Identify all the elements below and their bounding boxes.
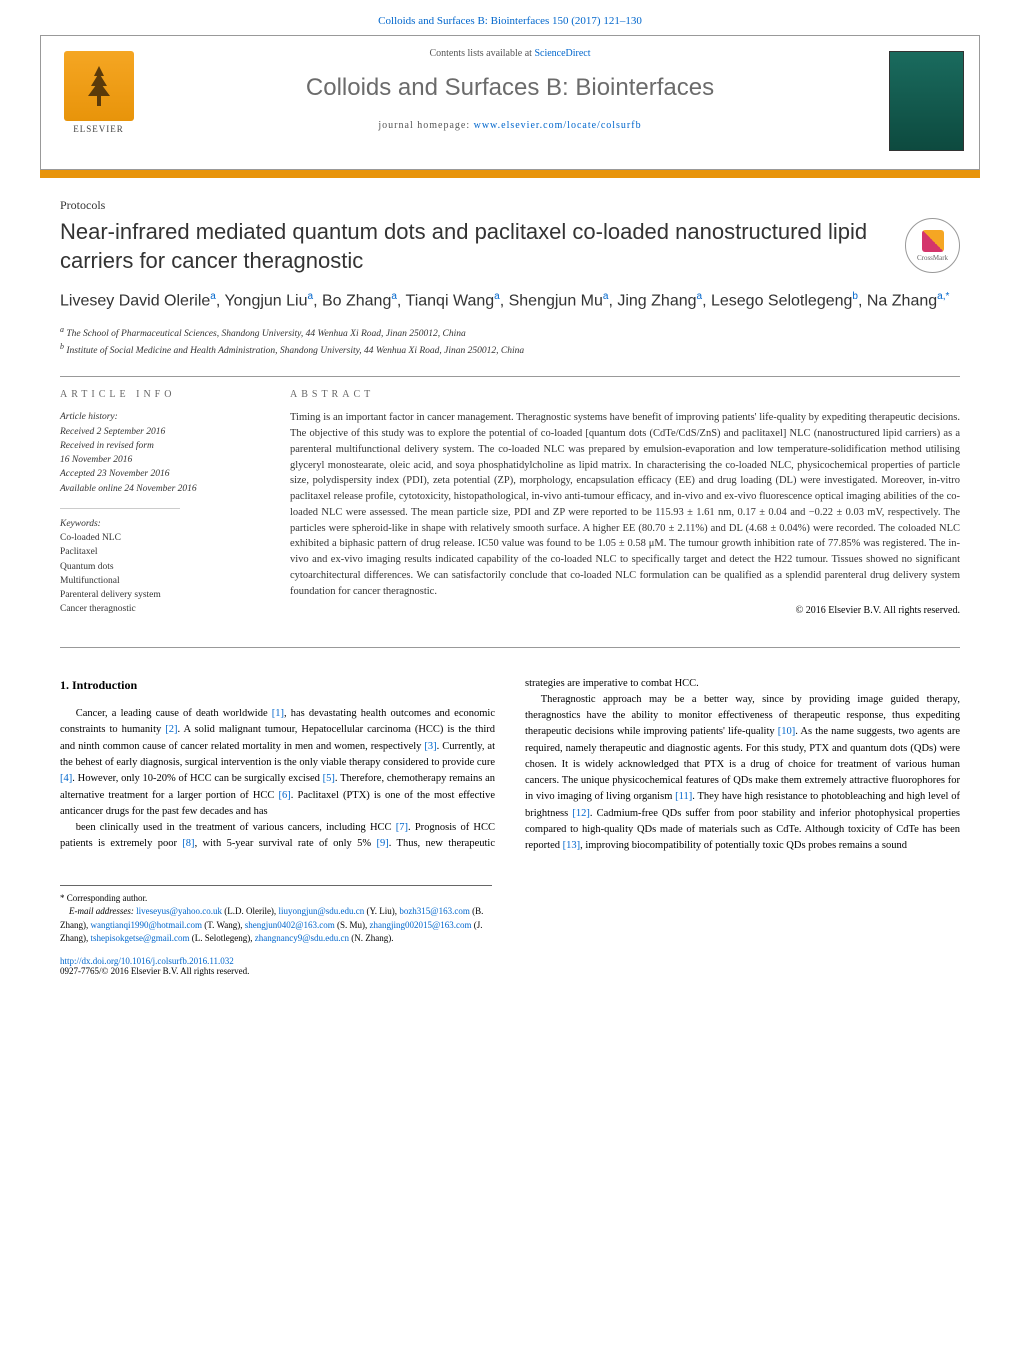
journal-citation-header: Colloids and Surfaces B: Biointerfaces 1…	[0, 0, 1020, 35]
section-heading: 1. Introduction	[60, 676, 495, 695]
email-link[interactable]: shengjun0402@163.com	[245, 920, 335, 930]
section-divider	[60, 376, 960, 377]
crossmark-icon	[922, 230, 944, 252]
abstract-label: ABSTRACT	[290, 389, 960, 400]
citation-ref[interactable]: [2]	[165, 724, 177, 735]
doi-link[interactable]: http://dx.doi.org/10.1016/j.colsurfb.201…	[60, 956, 234, 966]
article-info-label: ARTICLE INFO	[60, 389, 260, 400]
elsevier-text: ELSEVIER	[56, 124, 141, 134]
journal-name: Colloids and Surfaces B: Biointerfaces	[41, 74, 979, 102]
article-history-block: Article history: Received 2 September 20…	[60, 410, 260, 496]
orange-divider-bar	[40, 170, 980, 178]
corresponding-author-note: * Corresponding author.	[60, 892, 492, 906]
abstract-text: Timing is an important factor in cancer …	[290, 410, 960, 599]
article-title: Near-infrared mediated quantum dots and …	[60, 218, 885, 275]
email-link[interactable]: bozh315@163.com	[399, 906, 470, 916]
email-link[interactable]: wangtianqi1990@hotmail.com	[91, 920, 203, 930]
elsevier-logo: ELSEVIER	[56, 51, 141, 134]
abstract-copyright: © 2016 Elsevier B.V. All rights reserved…	[290, 605, 960, 616]
email-link[interactable]: zhangjing002015@163.com	[370, 920, 472, 930]
email-link[interactable]: zhangnancy9@sdu.edu.cn	[255, 933, 349, 943]
citation-ref[interactable]: [5]	[323, 773, 335, 784]
crossmark-badge[interactable]: CrossMark	[905, 218, 960, 273]
email-link[interactable]: tshepisokgetse@gmail.com	[91, 933, 190, 943]
section-divider-2	[60, 647, 960, 648]
citation-ref[interactable]: [10]	[778, 726, 796, 737]
affiliations-list: a The School of Pharmaceutical Sciences,…	[60, 324, 960, 359]
journal-cover-thumbnail	[889, 51, 964, 151]
citation-ref[interactable]: [1]	[272, 708, 284, 719]
authors-list: Livesey David Olerilea, Yongjun Liua, Bo…	[60, 289, 960, 313]
issn-copyright-line: 0927-7765/© 2016 Elsevier B.V. All right…	[60, 966, 960, 976]
keywords-block: Keywords: Co-loaded NLCPaclitaxelQuantum…	[60, 517, 260, 617]
body-paragraph: Cancer, a leading cause of death worldwi…	[60, 706, 495, 820]
citation-ref[interactable]: [11]	[675, 791, 692, 802]
citation-ref[interactable]: [6]	[279, 790, 291, 801]
citation-ref[interactable]: [4]	[60, 773, 72, 784]
citation-ref[interactable]: [9]	[376, 838, 388, 849]
citation-ref[interactable]: [3]	[424, 741, 436, 752]
contents-available-line: Contents lists available at ScienceDirec…	[41, 48, 979, 59]
footnotes-block: * Corresponding author. E-mail addresses…	[60, 885, 492, 946]
citation-ref[interactable]: [13]	[563, 840, 581, 851]
citation-ref[interactable]: [7]	[396, 822, 408, 833]
elsevier-tree-icon	[64, 51, 134, 121]
crossmark-label: CrossMark	[917, 254, 948, 262]
email-link[interactable]: liuyongjun@sdu.edu.cn	[278, 906, 364, 916]
journal-homepage-line: journal homepage: www.elsevier.com/locat…	[41, 120, 979, 131]
email-link[interactable]: liveseyus@yahoo.co.uk	[136, 906, 222, 916]
citation-ref[interactable]: [8]	[182, 838, 194, 849]
journal-citation-link[interactable]: Colloids and Surfaces B: Biointerfaces 1…	[378, 15, 642, 27]
sciencedirect-link[interactable]: ScienceDirect	[534, 48, 590, 59]
emails-line: E-mail addresses: liveseyus@yahoo.co.uk …	[60, 905, 492, 946]
article-type: Protocols	[60, 198, 960, 213]
journal-homepage-link[interactable]: www.elsevier.com/locate/colsurfb	[474, 120, 642, 131]
body-paragraph: Theragnostic approach may be a better wa…	[525, 692, 960, 855]
doi-line: http://dx.doi.org/10.1016/j.colsurfb.201…	[60, 956, 960, 966]
citation-ref[interactable]: [12]	[572, 808, 590, 819]
info-divider	[60, 508, 180, 509]
journal-header-box: ELSEVIER Contents lists available at Sci…	[40, 35, 980, 170]
